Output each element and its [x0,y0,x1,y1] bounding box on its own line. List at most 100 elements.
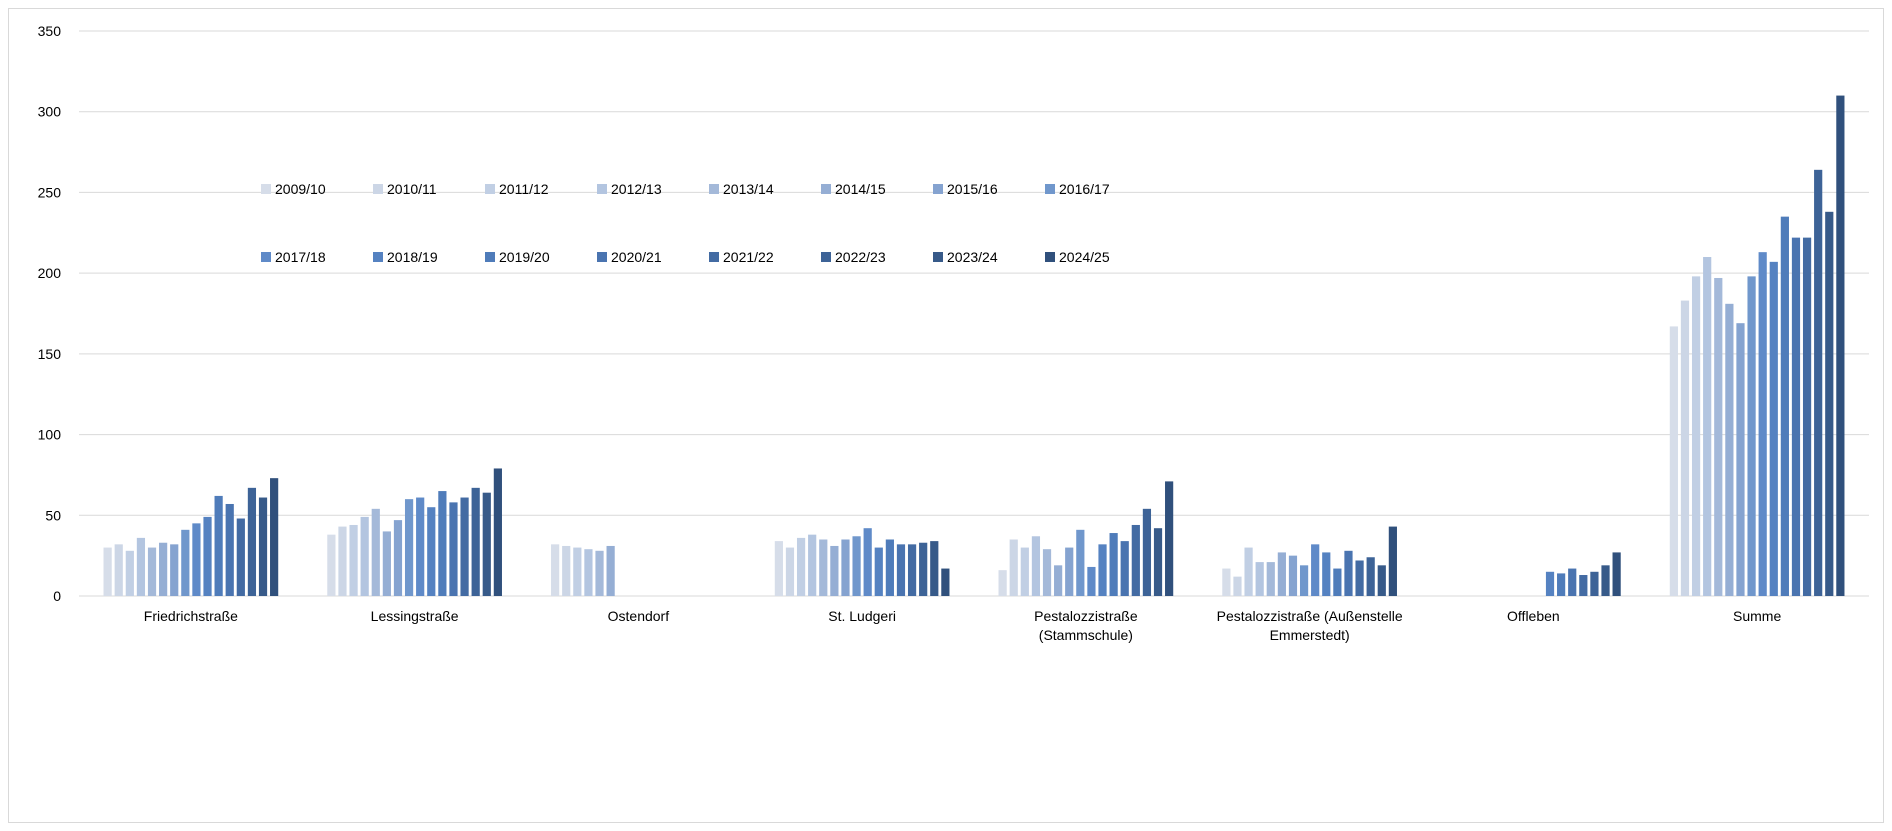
legend-item: 2009/10 [261,181,326,197]
legend-item: 2019/20 [485,249,550,265]
legend-label: 2022/23 [835,249,886,265]
legend-label: 2016/17 [1059,181,1110,197]
legend-item: 2023/24 [933,249,998,265]
bar [1377,565,1386,596]
x-tick-label: Summe [1733,608,1781,624]
bar [896,544,906,596]
legend-label: 2014/15 [835,181,886,197]
bar [214,495,223,596]
legend-label: 2024/25 [1059,249,1110,265]
bar [863,528,872,596]
bar [941,568,950,596]
legend-label: 2009/10 [275,181,326,197]
legend-swatch [1045,252,1055,262]
legend-label: 2011/12 [499,181,549,197]
bar [136,537,146,596]
bar [1222,568,1231,596]
legend-swatch [373,184,383,194]
bar [998,570,1007,596]
bar [1131,524,1140,596]
bar [841,539,850,596]
bar [493,468,502,596]
bar [1042,549,1052,596]
bar [225,503,234,596]
legend-item: 2016/17 [1045,181,1110,197]
legend-swatch [597,252,607,262]
bar [930,541,939,596]
bar [159,542,168,596]
bar [1836,95,1845,597]
legend-item: 2017/18 [261,249,326,265]
legend-swatch [933,184,943,194]
bar [1736,323,1745,596]
bar [907,544,917,596]
y-axis-tick-labels: 0 50 100 150 200 250 300 350 [38,23,62,604]
bar [1009,539,1018,596]
bar [147,547,157,596]
bar [125,550,134,596]
bar [247,487,257,596]
bar [1322,552,1331,596]
bar [181,529,190,596]
bar [338,526,347,596]
legend-swatch [261,184,271,194]
bar [416,497,425,596]
x-tick-label: Friedrichstraße [144,608,238,624]
x-tick-label: Emmerstedt) [1270,627,1350,643]
bar [1703,257,1712,596]
bar [1065,547,1074,596]
legend-item: 2013/14 [709,181,774,197]
bar [1266,562,1275,596]
legend-label: 2017/18 [275,249,326,265]
legend-label: 2020/21 [611,249,662,265]
legend-swatch [821,252,831,262]
bar [919,542,928,596]
bar [562,545,571,596]
bar [1120,541,1129,596]
bar [1780,216,1789,596]
bar [1344,550,1353,596]
legend-swatch [821,184,831,194]
x-tick-label: Pestalozzistraße (Außenstelle [1217,608,1403,624]
y-tick-label: 50 [45,507,61,523]
x-tick-label: Offleben [1507,608,1560,624]
bar [1791,237,1801,596]
legend-item: 2020/21 [597,249,662,265]
bar [427,507,436,596]
bar [1758,252,1767,596]
bar [471,487,480,596]
bar [1769,261,1778,596]
bar [595,550,604,596]
bar [1802,237,1812,596]
bar [1333,568,1342,596]
x-tick-label: Pestalozzistraße [1034,608,1138,624]
bar [103,547,112,596]
bar [1355,560,1364,596]
bar [1299,565,1309,596]
bar [796,537,806,596]
chart-frame: 0 50 100 150 200 250 300 350 Friedrichstraße Les… [8,8,1884,823]
bar [203,516,212,596]
legend-swatch [709,184,719,194]
legend: 2009/10 2010/11 2011/12 2012/13 2013/14 2014/… [261,181,1110,265]
legend-swatch [709,252,719,262]
bar [1153,528,1163,596]
legend-item: 2022/23 [821,249,886,265]
bar [808,534,817,596]
x-tick-label: St. Ludgeri [828,608,896,624]
bar [1277,552,1286,596]
bar [482,492,491,596]
x-axis-category-labels: Friedrichstraße Lessingstraße Ostendorf St.… [144,608,1782,643]
gridlines [79,30,1869,597]
bar [327,534,336,596]
bar [170,544,179,596]
bar [1545,571,1555,596]
bar [1691,276,1701,596]
bar [1087,566,1096,596]
bar [1714,277,1723,596]
legend-item: 2018/19 [373,249,438,265]
bar [371,508,380,596]
legend-swatch [485,184,495,194]
bar [874,547,883,596]
x-tick-label: Lessingstraße [371,608,459,624]
